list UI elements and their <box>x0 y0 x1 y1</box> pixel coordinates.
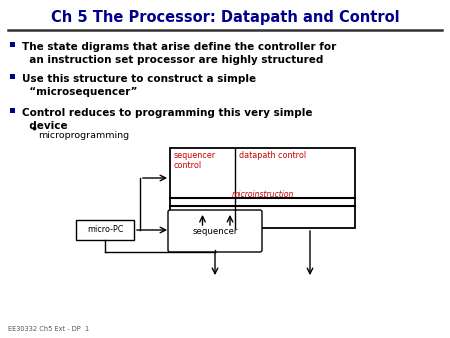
Text: micro-PC: micro-PC <box>87 225 123 235</box>
Text: Control reduces to programming this very simple
  device: Control reduces to programming this very… <box>22 108 312 131</box>
FancyBboxPatch shape <box>168 210 262 252</box>
Text: microprogramming: microprogramming <box>38 131 129 140</box>
Text: datapath control: datapath control <box>239 151 306 160</box>
Bar <box>170 148 355 228</box>
Text: microinstruction: microinstruction <box>231 190 294 199</box>
Bar <box>10 74 15 79</box>
Text: sequencer: sequencer <box>192 226 238 236</box>
Bar <box>10 108 15 113</box>
Bar <box>76 220 134 240</box>
Text: The state digrams that arise define the controller for
  an instruction set proc: The state digrams that arise define the … <box>22 42 336 65</box>
Text: sequencer
control: sequencer control <box>174 151 216 170</box>
Text: EE30332 Ch5 Ext - DP  1: EE30332 Ch5 Ext - DP 1 <box>8 326 89 332</box>
Text: Use this structure to construct a simple
  “microsequencer”: Use this structure to construct a simple… <box>22 74 256 97</box>
Bar <box>10 42 15 47</box>
Text: Ch 5 The Processor: Datapath and Control: Ch 5 The Processor: Datapath and Control <box>51 10 399 25</box>
